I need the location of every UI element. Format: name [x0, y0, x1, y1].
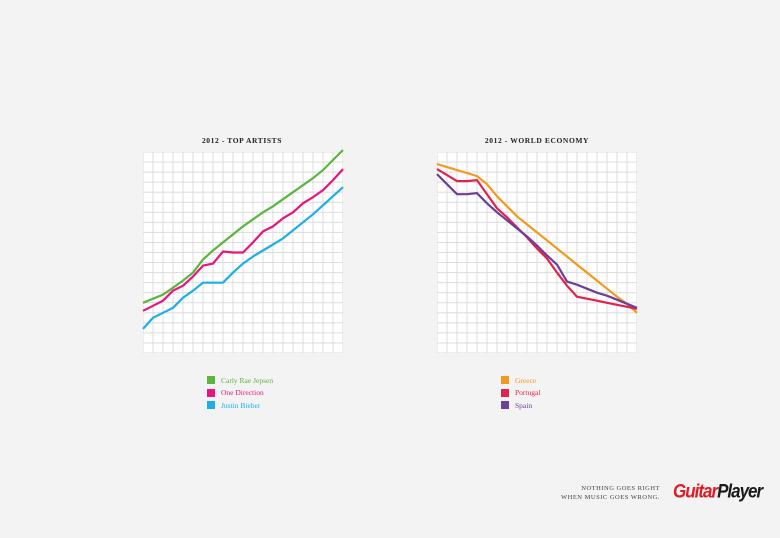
legend-label: Spain	[515, 400, 533, 410]
legend-item: One Direction	[207, 387, 273, 399]
chart-legend: Greece Portugal Spain	[501, 374, 540, 412]
legend-swatch	[501, 388, 509, 397]
guitar-player-logo: GuitarPlayer	[673, 480, 763, 503]
legend-item: Spain	[501, 399, 540, 411]
tagline: NOTHING GOES RIGHT WHEN MUSIC GOES WRONG…	[520, 484, 660, 502]
legend-label: Justin Bieber	[221, 400, 261, 410]
series-line-greece	[436, 163, 638, 314]
legend-item: Portugal	[501, 387, 540, 399]
logo-word-player: Player	[717, 480, 763, 502]
legend-swatch	[501, 376, 509, 384]
legend-label: Greece	[515, 375, 537, 385]
grid	[437, 152, 637, 353]
tagline-line-2: WHEN MUSIC GOES WRONG.	[561, 494, 660, 501]
series-line-justin-bieber	[142, 186, 344, 330]
chart-title: 2012 - TOP ARTISTS	[201, 136, 283, 145]
legend-swatch	[501, 401, 509, 409]
legend-label: One Direction	[221, 388, 264, 397]
legend-item: Greece	[501, 374, 540, 386]
tagline-line-1: NOTHING GOES RIGHT	[581, 485, 660, 492]
chart-world-economy	[436, 152, 638, 353]
series-line-portugal	[436, 168, 638, 310]
legend-item: Carly Rae Jepsen	[207, 374, 273, 386]
chart-top-artists	[142, 149, 344, 353]
series-line-spain	[436, 173, 638, 309]
legend-label: Carly Rae Jepsen	[221, 375, 274, 385]
legend-swatch	[207, 388, 215, 397]
legend-item: Justin Bieber	[207, 399, 273, 411]
chart-legend: Carly Rae Jepsen One Direction Justin Bieb…	[207, 374, 273, 412]
legend-swatch	[207, 401, 215, 409]
series-line-carly-rae-jepsen	[142, 149, 344, 304]
series-line-one-direction	[142, 168, 344, 312]
chart-title: 2012 - WORLD ECONOMY	[484, 136, 590, 145]
legend-label: Portugal	[515, 388, 541, 397]
logo-word-guitar: Guitar	[673, 480, 718, 502]
grid	[143, 152, 343, 353]
legend-swatch	[207, 376, 215, 384]
